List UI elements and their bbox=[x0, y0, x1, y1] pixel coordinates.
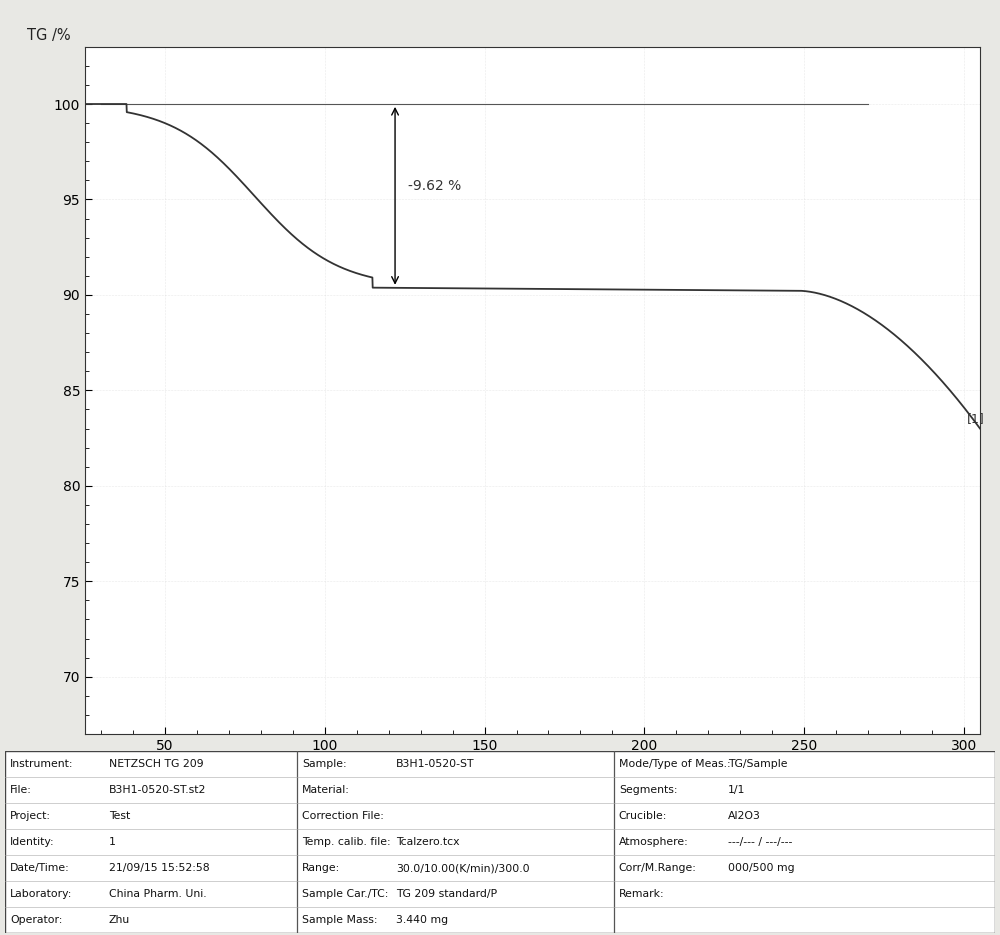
Text: Identity:: Identity: bbox=[10, 837, 55, 847]
Text: Instrument:: Instrument: bbox=[10, 759, 73, 769]
Text: 3.440 mg: 3.440 mg bbox=[396, 915, 448, 925]
Text: Operator:: Operator: bbox=[10, 915, 62, 925]
Text: Laboratory:: Laboratory: bbox=[10, 889, 72, 899]
Text: Project:: Project: bbox=[10, 811, 51, 821]
Text: Sample Mass:: Sample Mass: bbox=[302, 915, 378, 925]
Text: Material:: Material: bbox=[302, 784, 350, 795]
Text: 1: 1 bbox=[109, 837, 116, 847]
Text: Atmosphere:: Atmosphere: bbox=[619, 837, 689, 847]
Text: Temp. calib. file:: Temp. calib. file: bbox=[302, 837, 391, 847]
Text: NETZSCH TG 209: NETZSCH TG 209 bbox=[109, 759, 204, 769]
Text: Mode/Type of Meas.:: Mode/Type of Meas.: bbox=[619, 759, 730, 769]
Text: 000/500 mg: 000/500 mg bbox=[728, 863, 794, 873]
Text: File:: File: bbox=[10, 784, 32, 795]
Text: Zhu: Zhu bbox=[109, 915, 130, 925]
Text: Correction File:: Correction File: bbox=[302, 811, 384, 821]
Text: Crucible:: Crucible: bbox=[619, 811, 667, 821]
Text: Segments:: Segments: bbox=[619, 784, 677, 795]
Text: Tcalzero.tcx: Tcalzero.tcx bbox=[396, 837, 460, 847]
X-axis label: Temperature /° C: Temperature /° C bbox=[470, 761, 595, 776]
Text: Range:: Range: bbox=[302, 863, 340, 873]
Text: -9.62 %: -9.62 % bbox=[408, 180, 461, 194]
Text: TG/Sample: TG/Sample bbox=[728, 759, 787, 769]
Text: 1/1: 1/1 bbox=[728, 784, 745, 795]
Text: Date/Time:: Date/Time: bbox=[10, 863, 70, 873]
Text: B3H1-0520-ST: B3H1-0520-ST bbox=[396, 759, 475, 769]
Text: ---/--- / ---/---: ---/--- / ---/--- bbox=[728, 837, 792, 847]
Text: Sample:: Sample: bbox=[302, 759, 347, 769]
Text: Test: Test bbox=[109, 811, 130, 821]
Text: Sample Car./TC:: Sample Car./TC: bbox=[302, 889, 388, 899]
Text: 21/09/15 15:52:58: 21/09/15 15:52:58 bbox=[109, 863, 210, 873]
Text: Corr/M.Range:: Corr/M.Range: bbox=[619, 863, 697, 873]
Text: Al2O3: Al2O3 bbox=[728, 811, 761, 821]
Text: TG 209 standard/P: TG 209 standard/P bbox=[396, 889, 497, 899]
Text: TG /%: TG /% bbox=[27, 28, 70, 43]
Text: [1]: [1] bbox=[967, 412, 985, 425]
Text: China Pharm. Uni.: China Pharm. Uni. bbox=[109, 889, 207, 899]
Text: B3H1-0520-ST.st2: B3H1-0520-ST.st2 bbox=[109, 784, 206, 795]
Text: 30.0/10.00(K/min)/300.0: 30.0/10.00(K/min)/300.0 bbox=[396, 863, 530, 873]
Text: Remark:: Remark: bbox=[619, 889, 664, 899]
